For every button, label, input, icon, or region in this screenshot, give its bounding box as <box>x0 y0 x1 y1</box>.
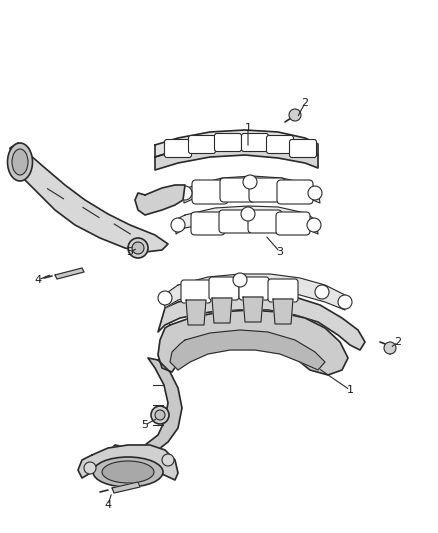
Circle shape <box>151 406 169 424</box>
Polygon shape <box>55 268 84 279</box>
Polygon shape <box>186 300 206 325</box>
Circle shape <box>315 285 329 299</box>
Circle shape <box>338 295 352 309</box>
Circle shape <box>233 273 247 287</box>
FancyBboxPatch shape <box>188 135 215 154</box>
Polygon shape <box>175 206 318 234</box>
Text: 2: 2 <box>395 337 402 347</box>
Polygon shape <box>183 176 320 203</box>
Polygon shape <box>158 293 365 350</box>
Circle shape <box>155 410 165 420</box>
Ellipse shape <box>7 143 32 181</box>
Circle shape <box>171 218 185 232</box>
FancyBboxPatch shape <box>249 178 285 202</box>
Circle shape <box>128 238 148 258</box>
Circle shape <box>308 186 322 200</box>
FancyBboxPatch shape <box>191 212 225 235</box>
Polygon shape <box>273 299 293 324</box>
Polygon shape <box>158 310 348 375</box>
Text: 5: 5 <box>127 247 134 257</box>
FancyBboxPatch shape <box>192 180 228 204</box>
Polygon shape <box>112 482 140 493</box>
Text: 2: 2 <box>301 98 308 108</box>
Text: 4: 4 <box>104 500 112 510</box>
FancyBboxPatch shape <box>276 212 310 235</box>
Ellipse shape <box>12 149 28 175</box>
FancyBboxPatch shape <box>215 133 241 151</box>
Polygon shape <box>135 185 185 215</box>
FancyBboxPatch shape <box>219 210 253 233</box>
Polygon shape <box>108 358 182 458</box>
Polygon shape <box>243 297 263 322</box>
Circle shape <box>307 218 321 232</box>
Text: 1: 1 <box>346 385 353 395</box>
Text: 5: 5 <box>141 420 148 430</box>
FancyBboxPatch shape <box>220 178 256 202</box>
Text: 1: 1 <box>244 123 251 133</box>
Circle shape <box>241 207 255 221</box>
Polygon shape <box>155 130 318 157</box>
FancyBboxPatch shape <box>241 133 268 151</box>
Polygon shape <box>164 274 345 310</box>
FancyBboxPatch shape <box>266 135 293 154</box>
FancyBboxPatch shape <box>209 277 239 300</box>
Circle shape <box>289 109 301 121</box>
Circle shape <box>178 186 192 200</box>
Circle shape <box>158 291 172 305</box>
FancyBboxPatch shape <box>165 140 191 157</box>
Polygon shape <box>78 445 178 480</box>
Circle shape <box>243 175 257 189</box>
FancyBboxPatch shape <box>268 279 298 302</box>
Polygon shape <box>155 142 318 170</box>
Text: 4: 4 <box>35 275 42 285</box>
FancyBboxPatch shape <box>290 140 317 157</box>
Polygon shape <box>10 143 168 252</box>
FancyBboxPatch shape <box>277 180 313 204</box>
FancyBboxPatch shape <box>239 277 269 300</box>
Circle shape <box>162 454 174 466</box>
FancyBboxPatch shape <box>181 280 211 303</box>
Text: 3: 3 <box>276 247 283 257</box>
Ellipse shape <box>102 461 154 483</box>
Polygon shape <box>212 298 232 323</box>
Ellipse shape <box>93 457 163 487</box>
Circle shape <box>84 462 96 474</box>
FancyBboxPatch shape <box>248 210 282 233</box>
Circle shape <box>132 242 144 254</box>
Circle shape <box>384 342 396 354</box>
Polygon shape <box>170 330 325 370</box>
